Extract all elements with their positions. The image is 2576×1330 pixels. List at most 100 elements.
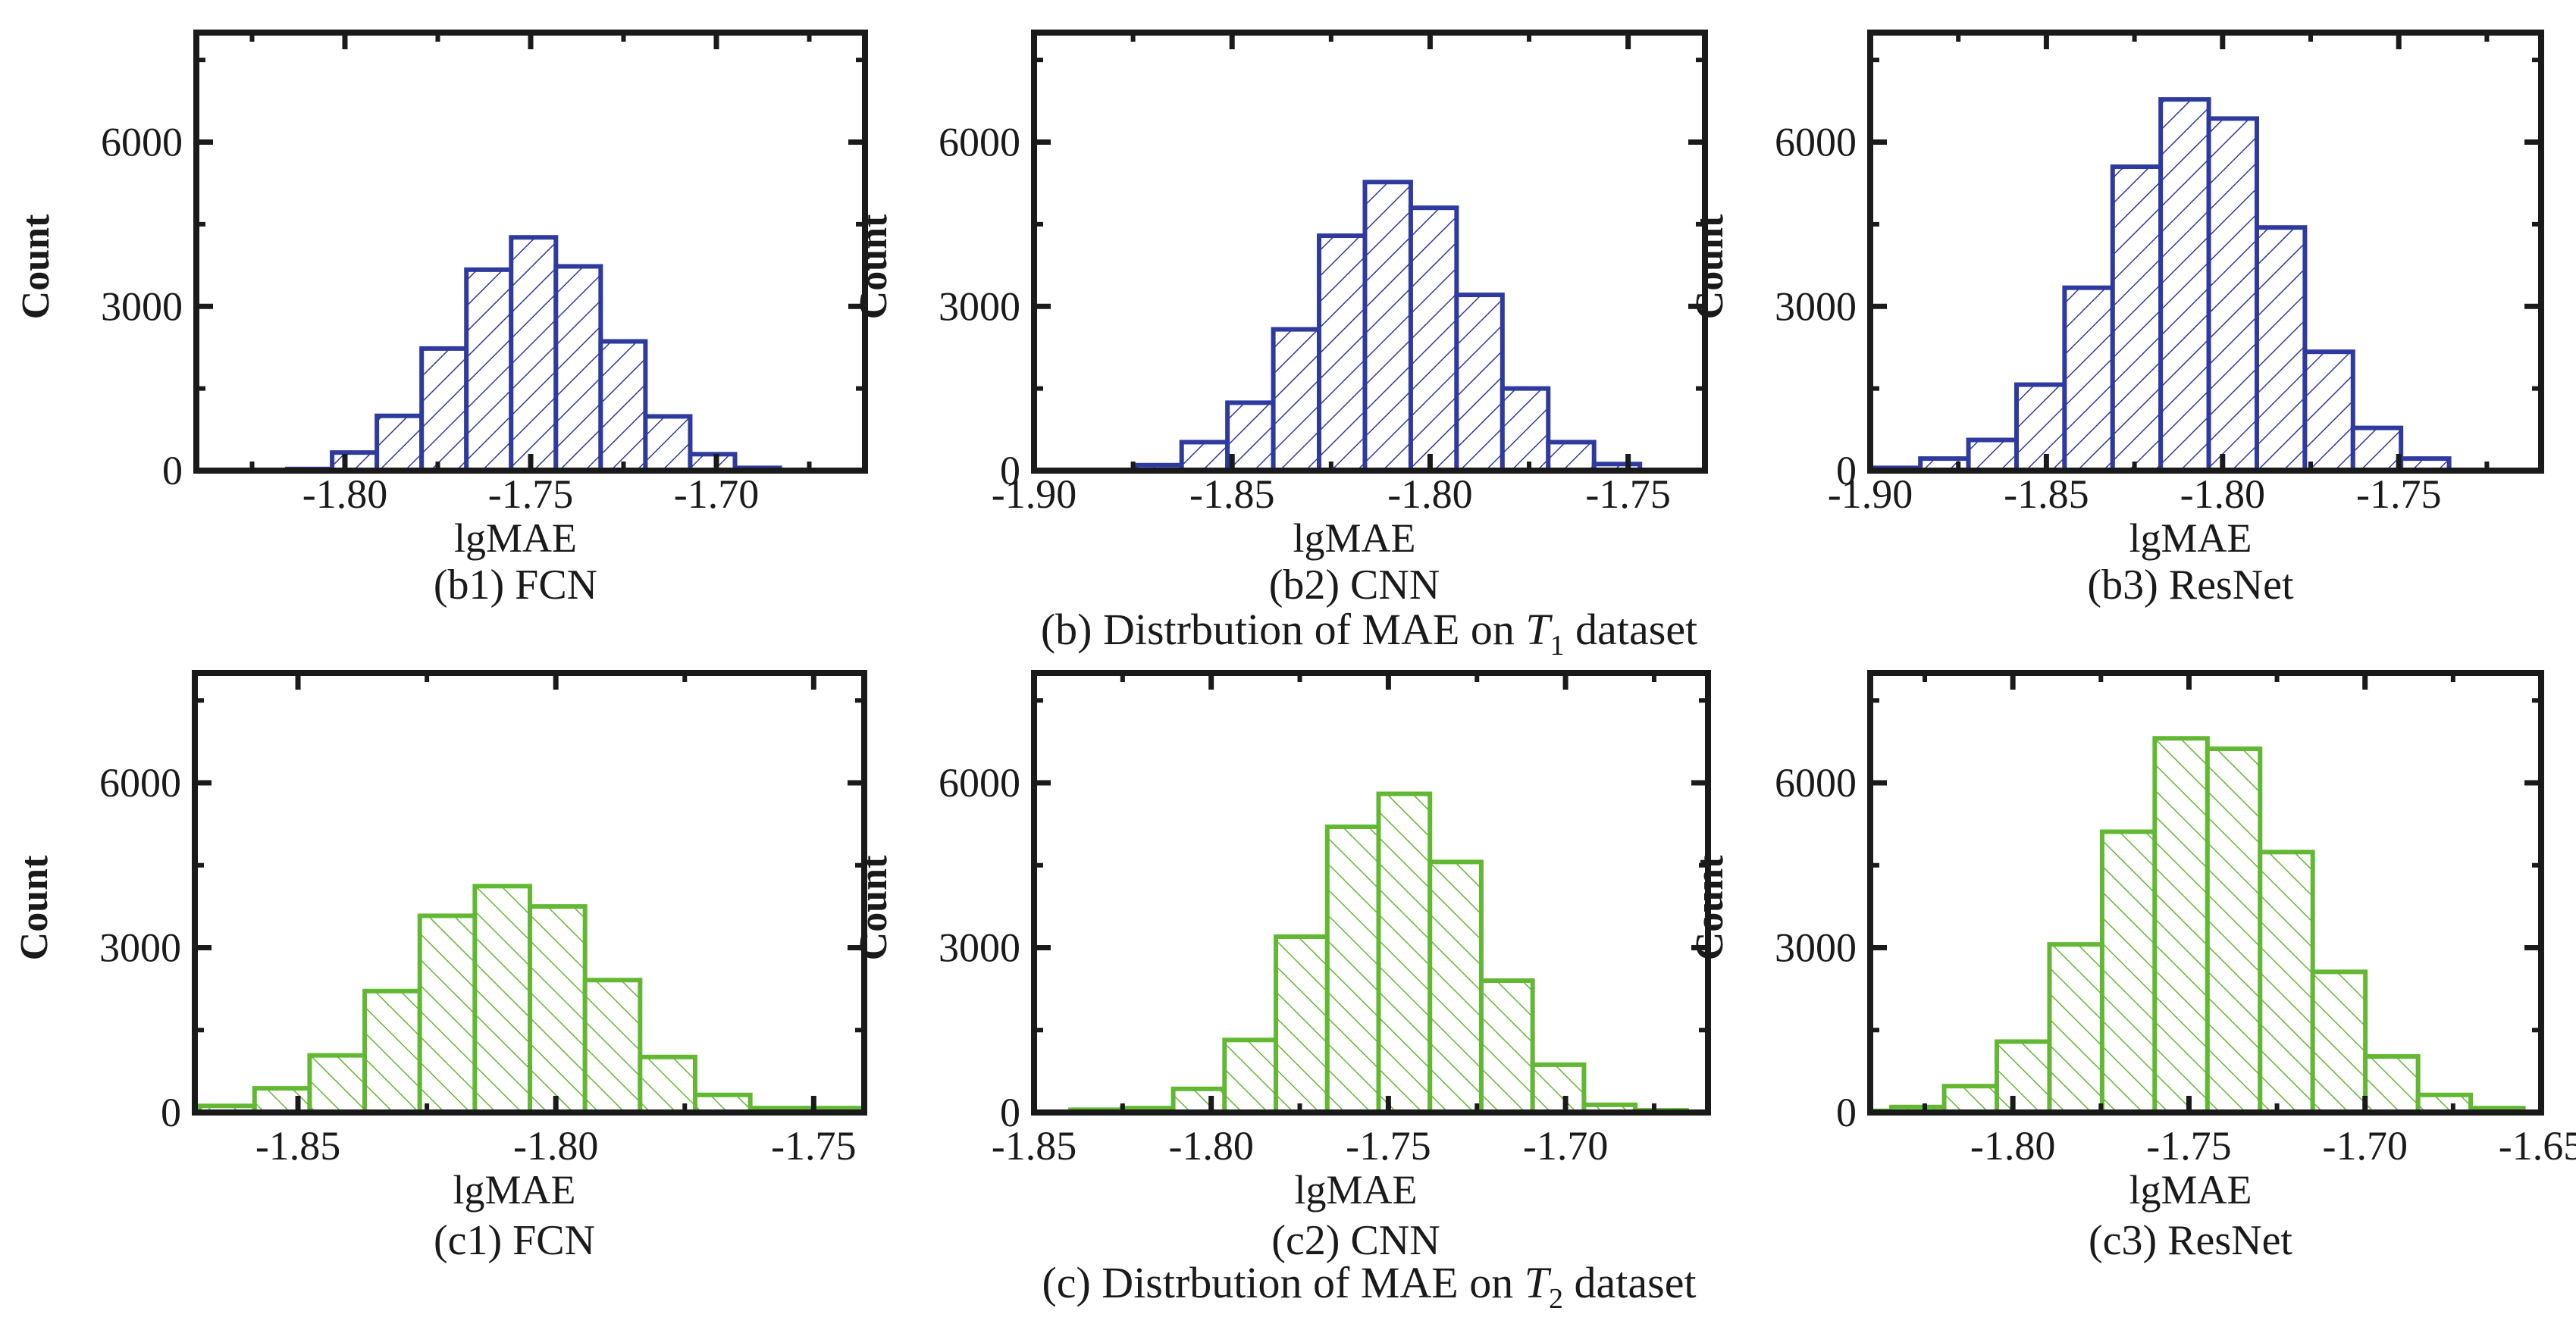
xtick-label-c1: -1.80 <box>513 1123 598 1169</box>
bar-c1-7 <box>582 978 643 1113</box>
plot-frame-b2 <box>1031 30 1708 474</box>
bar-c2-8 <box>1478 978 1535 1113</box>
xtick-label-b1: -1.70 <box>674 471 759 517</box>
ytick-label-b2: 3000 <box>939 283 1020 329</box>
ylabel-c3: Count <box>1688 855 1731 960</box>
ytick-label-c3: 0 <box>1836 1090 1857 1135</box>
ylabel-b1: Count <box>14 214 58 319</box>
bar-c3-11 <box>2415 1092 2474 1113</box>
bar-b2-8 <box>1500 386 1551 471</box>
bar-b2-9 <box>1546 440 1597 471</box>
xtick-label-c2: -1.75 <box>1346 1123 1431 1169</box>
xtick-label-c3: -1.80 <box>1970 1123 2055 1169</box>
panel-c2: 0 3000 6000 -1.85 -1.80 -1.75 -1.70 lgMAE Count (… <box>852 670 1711 1264</box>
ytick-label-b3: 0 <box>1836 448 1857 493</box>
caption-t2: (c) Distrbution of MAE on T2 dataset <box>1042 1258 1696 1315</box>
caption-t1: (b) Distrbution of MAE on T1 dataset <box>1041 605 1697 662</box>
ytick-label-c2: 6000 <box>939 760 1020 806</box>
ytick-label-c1: 3000 <box>99 925 181 971</box>
bar-b2-5 <box>1362 180 1413 471</box>
xtick-label-b3: -1.85 <box>2004 471 2089 517</box>
xlabel-b2: lgMAE <box>1293 515 1416 561</box>
ylabel-b3: Count <box>1688 214 1731 319</box>
bars-b1 <box>285 235 782 471</box>
xlabel-b1: lgMAE <box>454 515 577 561</box>
subplot-title-c3: (c3) ResNet <box>2089 1217 2292 1264</box>
panel-c3: 0 3000 6000 -1.80 -1.75 -1.70 -1.65 lgMAE Count (… <box>1688 670 2576 1264</box>
bars-c1 <box>197 884 863 1113</box>
bar-c1-1 <box>252 1086 312 1113</box>
ytick-label-b1: 6000 <box>101 120 183 165</box>
xtick-label-b1: -1.75 <box>488 471 573 517</box>
bar-b2-10 <box>1591 462 1643 471</box>
xtick-label-b2: -1.90 <box>992 471 1076 517</box>
xlabel-c3: lgMAE <box>2129 1167 2252 1213</box>
xlabel-c1: lgMAE <box>453 1167 576 1213</box>
ytick-label-c2: 3000 <box>939 925 1020 971</box>
xtick-label-b3: -1.75 <box>2356 471 2441 517</box>
xlabel-c2: lgMAE <box>1295 1167 1418 1213</box>
bar-b1-5 <box>509 235 559 471</box>
subplot-title-c2: (c2) CNN <box>1271 1217 1440 1264</box>
bar-c3-4 <box>2047 942 2104 1113</box>
xtick-label-c3: -1.75 <box>2146 1123 2231 1169</box>
bar-c2-5 <box>1324 825 1381 1113</box>
xtick-label-b2: -1.80 <box>1387 471 1472 517</box>
caption-t1-symbol: T <box>1525 605 1553 654</box>
bar-c2-4 <box>1274 934 1330 1113</box>
bar-c2-9 <box>1530 1062 1587 1113</box>
bar-b3-10 <box>2350 425 2404 471</box>
bar-c2-3 <box>1222 1037 1279 1113</box>
ytick-label-b2: 0 <box>1000 448 1020 493</box>
ytick-label-c3: 6000 <box>1775 760 1857 806</box>
bar-c3-9 <box>2310 969 2368 1113</box>
bars-b3 <box>1870 97 2452 471</box>
ytick-label-b1: 3000 <box>101 283 183 329</box>
bar-b2-6 <box>1408 205 1459 471</box>
bar-b1-3 <box>419 346 469 471</box>
bars-c3 <box>1870 736 2526 1113</box>
subplot-title-b3: (b3) ResNet <box>2087 562 2294 609</box>
bar-b3-6 <box>2158 97 2211 471</box>
bar-b2-7 <box>1454 293 1505 471</box>
bar-b1-9 <box>688 452 738 471</box>
subplot-title-c1: (c1) FCN <box>434 1217 595 1264</box>
xtick-label-c2: -1.70 <box>1523 1123 1608 1169</box>
bar-c1-5 <box>472 884 533 1113</box>
bar-b2-1 <box>1179 440 1230 471</box>
bar-c1-2 <box>307 1053 368 1113</box>
ylabel-c2: Count <box>852 855 895 960</box>
bar-c1-3 <box>362 988 422 1113</box>
xlabel-b3: lgMAE <box>2129 515 2252 561</box>
bar-b3-9 <box>2302 349 2355 471</box>
xtick-label-b3: -1.80 <box>2180 471 2265 517</box>
subplot-title-b2: (b2) CNN <box>1269 562 1440 609</box>
bar-b1-7 <box>598 339 648 471</box>
xtick-label-b1: -1.80 <box>302 471 387 517</box>
caption-t2-subscript: 2 <box>1549 1283 1563 1315</box>
ytick-label-c1: 6000 <box>99 760 181 806</box>
bar-c1-4 <box>417 913 478 1113</box>
bar-c1-8 <box>638 1054 698 1113</box>
panel-b1: 0 3000 6000 -1.80 -1.75 -1.70 lgMAE Count (b1) F… <box>14 30 868 609</box>
bar-b2-3 <box>1271 327 1322 471</box>
bar-c3-10 <box>2363 1054 2421 1113</box>
bar-c2-7 <box>1427 859 1484 1113</box>
xtick-label-c1: -1.75 <box>771 1123 856 1169</box>
ytick-label-c1: 0 <box>161 1090 181 1135</box>
panels-group: 0 3000 6000 -1.80 -1.75 -1.70 lgMAE Count (b1) F… <box>13 30 2576 1264</box>
bar-c3-7 <box>2205 746 2263 1113</box>
caption-t1-suffix: dataset <box>1565 605 1698 654</box>
bar-c2-2 <box>1170 1086 1227 1113</box>
ylabel-b2: Count <box>852 214 895 319</box>
plot-frame-b3 <box>1867 30 2544 474</box>
plot-frame-c1 <box>192 670 867 1116</box>
bar-c3-5 <box>2099 829 2158 1113</box>
xtick-label-b2: -1.85 <box>1189 471 1274 517</box>
bars-b2 <box>1133 180 1643 471</box>
ytick-label-b3: 6000 <box>1775 120 1857 165</box>
bar-c2-6 <box>1376 791 1433 1113</box>
caption-t2-symbol: T <box>1525 1258 1552 1307</box>
bar-b3-5 <box>2110 164 2164 471</box>
plot-frame-c2 <box>1031 670 1711 1116</box>
